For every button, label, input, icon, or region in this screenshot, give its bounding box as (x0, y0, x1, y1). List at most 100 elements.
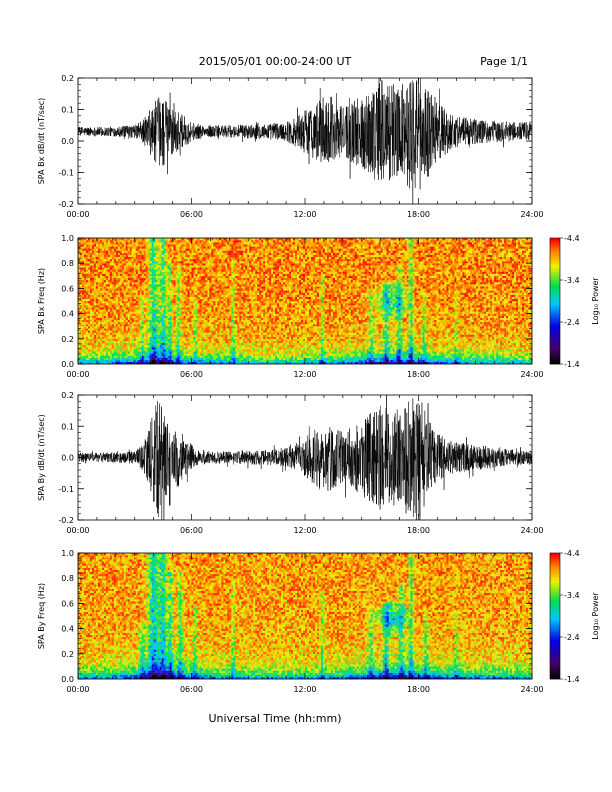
spectrogram-cell (119, 311, 122, 314)
spectrogram-cell (125, 332, 128, 335)
spectrogram-cell (117, 309, 120, 312)
spectrogram-cell (191, 305, 194, 308)
spectrogram-cell (207, 301, 210, 304)
spectrogram-cell (173, 298, 176, 302)
spectrogram-cell (217, 277, 220, 281)
spectrogram-cell (109, 256, 112, 260)
spectrogram-cell (133, 292, 136, 295)
spectrogram-cell (121, 290, 124, 293)
spectrogram-cell (153, 311, 156, 314)
spectrogram-cell (181, 349, 184, 352)
spectrogram-cell (205, 271, 208, 274)
spectrogram-cell (123, 330, 126, 333)
spectrogram-cell (93, 244, 97, 247)
spectrogram-cell (78, 294, 81, 297)
spectrogram-cell (105, 269, 109, 272)
spectrogram-cell (213, 248, 216, 251)
spectrogram-cell (161, 296, 164, 300)
spectrogram-cell (179, 261, 182, 264)
spectrogram-cell (125, 273, 128, 276)
spectrogram-cell (181, 273, 184, 276)
spectrogram-cell (103, 238, 107, 241)
spectrogram-cell (181, 298, 184, 302)
spectrogram-cell (153, 286, 156, 289)
spectrogram-cell (159, 240, 162, 243)
spectrogram-cell (209, 355, 212, 358)
spectrogram-cell (187, 345, 190, 348)
spectrogram-cell (141, 271, 144, 274)
spectrogram-cell (125, 288, 128, 291)
spectrogram-cell (159, 250, 162, 253)
spectrogram-cell (153, 265, 156, 268)
spectrogram-cell (139, 277, 142, 281)
spectrogram-cell (219, 263, 222, 266)
spectrogram-cell (209, 296, 212, 300)
spectrogram-cell (89, 256, 93, 260)
spectrogram-cell (125, 353, 128, 356)
spectrogram-cell (173, 315, 176, 318)
spectrogram-cell (155, 340, 158, 344)
spectrogram-cell (165, 340, 168, 344)
spectrogram-cell (195, 351, 198, 354)
spectrogram-cell (195, 261, 198, 264)
spectrogram-cell (195, 286, 198, 289)
spectrogram-cell (201, 326, 204, 329)
spectrogram-cell (101, 315, 105, 318)
spectrogram-cell (191, 317, 194, 321)
spectrogram-cell (133, 298, 136, 302)
spectrogram-cell (89, 259, 93, 262)
spectrogram-cell (133, 332, 136, 335)
spectrogram-cell (173, 246, 176, 249)
spectrogram-cell (127, 242, 130, 245)
spectrogram-cell (221, 294, 224, 297)
spectrogram-cell (129, 269, 132, 272)
spectrogram-cell (159, 357, 162, 360)
spectrogram-cell (101, 250, 105, 253)
spectrogram-cell (79, 286, 83, 289)
spectrogram-cell (163, 305, 166, 308)
spectrogram-cell (175, 292, 178, 295)
spectrogram-cell (225, 340, 228, 344)
spectrogram-cell (89, 244, 93, 247)
spectrogram-cell (183, 242, 186, 245)
spectrogram-cell (223, 267, 226, 270)
spectrogram-cell (147, 349, 150, 352)
spectrogram-cell (87, 307, 91, 310)
spectrogram-cell (221, 263, 224, 266)
spectrogram-cell (215, 330, 218, 333)
spectrogram-cell (129, 307, 132, 310)
spectrogram-cell (81, 242, 85, 245)
spectrogram-cell (123, 343, 126, 346)
spectrogram-cell (99, 254, 103, 258)
spectrogram-cell (103, 275, 107, 279)
spectrogram-cell (133, 267, 136, 270)
spectrogram-cell (79, 359, 83, 363)
spectrogram-cell (93, 309, 97, 312)
spectrogram-cell (151, 347, 154, 350)
spectrogram-cell (85, 301, 89, 304)
spectrogram-cell (175, 282, 178, 285)
spectrogram-cell (139, 238, 142, 241)
spectrogram-cell (83, 349, 87, 352)
spectrogram-cell (227, 263, 230, 266)
spectrogram-cell (109, 311, 112, 314)
spectrogram-cell (111, 340, 114, 344)
spectrogram-cell (135, 359, 138, 363)
spectrogram-cell (219, 290, 222, 293)
spectrogram-cell (177, 267, 180, 270)
spectrogram-cell (97, 303, 101, 306)
spectrogram-cell (229, 338, 232, 342)
spectrogram-cell (201, 319, 204, 323)
spectrogram-cell (87, 353, 91, 356)
spectrogram-cell (167, 263, 170, 266)
spectrogram-cell (135, 275, 138, 279)
spectrogram-cell (207, 349, 210, 352)
spectrogram-cell (191, 347, 194, 350)
spectrogram-cell (201, 296, 204, 300)
spectrogram-cell (197, 242, 200, 245)
spectrogram-cell (147, 330, 150, 333)
spectrogram-cell (93, 324, 97, 327)
spectrogram-cell (119, 246, 122, 249)
spectrogram-cell (159, 334, 162, 337)
spectrogram-cell (125, 349, 128, 352)
